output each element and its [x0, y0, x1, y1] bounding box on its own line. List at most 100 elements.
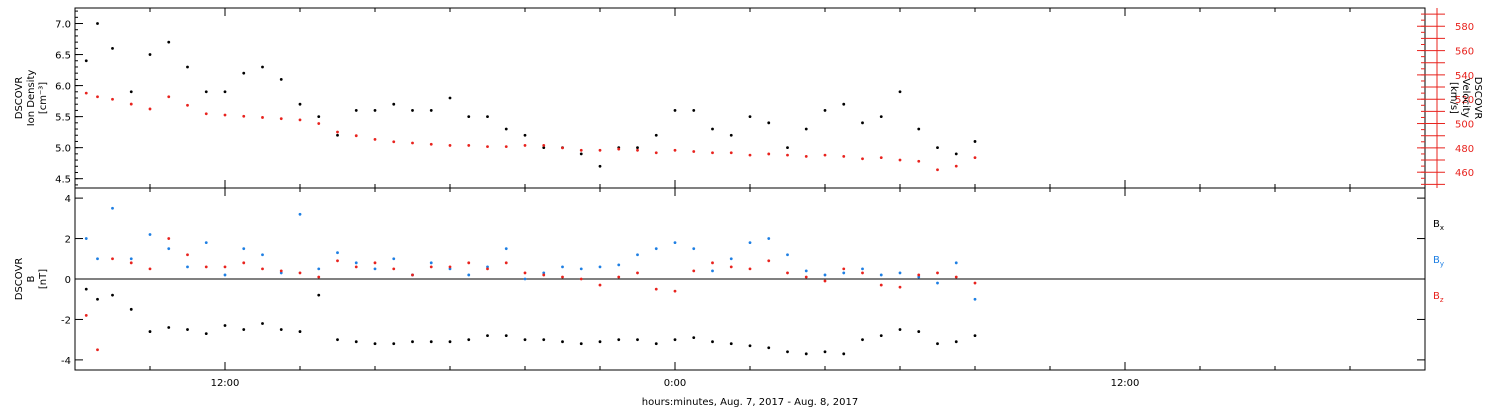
bx-point: [448, 340, 452, 344]
by-point: [786, 253, 789, 257]
bx-point: [711, 340, 714, 344]
bz-point: [917, 273, 921, 277]
ion-density-point: [429, 109, 433, 112]
ion-density-point: [129, 90, 133, 94]
by-point: [261, 253, 264, 257]
bz-point: [523, 271, 527, 275]
velocity-point: [861, 157, 864, 161]
ion-density-point: [392, 102, 396, 106]
by-point: [279, 271, 283, 275]
bx-point: [167, 326, 171, 329]
ion-density-point: [636, 146, 639, 150]
velocity-point: [186, 103, 189, 107]
bz-point: [336, 259, 339, 263]
bz-point: [786, 271, 789, 275]
bz-point: [636, 271, 639, 275]
bz-point: [486, 267, 489, 271]
by-point: [879, 273, 883, 277]
velocity-point: [542, 144, 546, 147]
velocity-point: [711, 151, 714, 155]
by-point: [917, 275, 921, 279]
ion-density-point: [354, 109, 358, 112]
bz-point: [448, 265, 452, 269]
by-point: [954, 261, 958, 265]
y-tick-label-left: 4.5: [55, 175, 71, 186]
by-point: [861, 267, 864, 271]
y-tick-label-right: 540: [1455, 71, 1474, 82]
x-tick-label: 12:00: [211, 378, 240, 389]
velocity-point: [973, 156, 977, 159]
ion-density-point: [96, 22, 99, 25]
bx-point: [729, 342, 733, 346]
bx-point: [429, 340, 433, 344]
bz-point: [392, 267, 396, 271]
top-left-ylabel-line3: [cm⁻³]: [38, 82, 49, 114]
velocity-point: [917, 159, 921, 163]
ion-density-point: [898, 90, 902, 94]
top-right-ylabel-line1: DSCOVR: [1472, 77, 1483, 120]
velocity-point: [486, 145, 489, 149]
bx-point: [561, 340, 564, 344]
bx-point: [636, 338, 639, 342]
ion-density-point: [598, 164, 602, 168]
by-point: [204, 241, 208, 245]
by-point: [186, 265, 189, 269]
y-tick-label-bottom: 2: [65, 235, 71, 246]
ion-density-point: [204, 90, 208, 94]
bx-point: [654, 342, 658, 346]
ion-density-point: [692, 109, 696, 112]
bz-point: [84, 314, 88, 317]
bx-point: [261, 322, 264, 325]
velocity-point: [786, 153, 789, 157]
ion-density-point: [729, 133, 733, 137]
velocity-point: [111, 97, 114, 101]
by-point: [96, 257, 99, 261]
y-tick-label-right: 460: [1455, 168, 1474, 179]
bx-point: [973, 334, 977, 338]
by-point: [542, 271, 546, 275]
bz-point: [429, 265, 433, 269]
velocity-point: [823, 153, 827, 157]
by-point: [654, 247, 658, 251]
velocity-point: [167, 95, 171, 99]
by-point: [711, 269, 714, 273]
velocity-point: [636, 148, 639, 152]
bx-point: [84, 287, 88, 291]
legend-bz: Bz: [1433, 291, 1444, 304]
bz-point: [504, 261, 508, 265]
bx-point: [954, 340, 958, 344]
by-point: [767, 237, 771, 240]
top-left-ylabel: DSCOVR Ion Density [cm⁻³]: [14, 70, 49, 127]
y-tick-label-right: 520: [1455, 95, 1474, 106]
x-axis-label: hours:minutes, Aug. 7, 2017 - Aug. 8, 20…: [642, 397, 858, 408]
top-left-ylabel-line2: Ion Density: [26, 70, 37, 127]
legend-bx: Bx: [1433, 219, 1444, 232]
y-tick-label-left: 7.0: [55, 20, 71, 31]
by-point: [392, 257, 396, 261]
velocity-point: [842, 154, 846, 158]
by-point: [373, 267, 377, 271]
ion-density-point: [411, 109, 414, 112]
bz-point: [148, 267, 152, 271]
y-tick-label-left: 5.5: [55, 113, 71, 124]
bx-point: [542, 338, 546, 342]
bz-point: [242, 261, 246, 265]
bottom-ylabel: DSCOVR B [nT]: [14, 258, 49, 301]
bz-point: [354, 265, 358, 269]
bx-point: [242, 328, 246, 331]
bx-point: [148, 330, 152, 333]
by-point: [748, 241, 752, 245]
by-point: [448, 267, 452, 271]
velocity-point: [448, 144, 452, 147]
y-tick-label-bottom: 4: [65, 194, 71, 205]
bz-point: [804, 275, 808, 279]
bz-point: [711, 261, 714, 265]
ion-density-point: [317, 115, 321, 119]
x-tick-label: 12:00: [1111, 378, 1140, 389]
ion-density-point: [223, 90, 227, 94]
velocity-point: [96, 95, 99, 99]
bx-point: [317, 293, 321, 297]
top-right-ylabel: DSCOVR Velocity [km/s]: [1448, 77, 1483, 120]
bz-point: [373, 261, 377, 265]
